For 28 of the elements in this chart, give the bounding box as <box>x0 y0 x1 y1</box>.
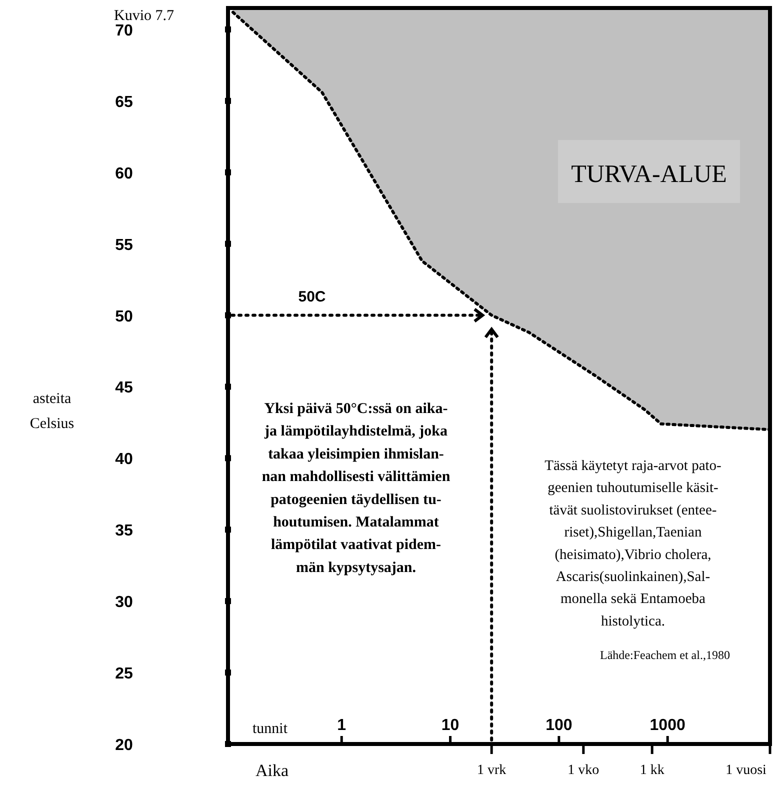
y-tick-label: 25 <box>115 666 133 683</box>
text: 1 vko <box>568 763 600 778</box>
y-tick-label: 35 <box>115 522 133 540</box>
ref-line-label: 50C <box>298 288 326 306</box>
annotation: Tässä käytetyt raja-arvot pato- geenien tuhoutumiselle käsit- tävät suolistovirukset (entee- riset),Shigellan,Taenian (heisimato),Vibrio cholera, Ascaris(suolinkainen),Sal- monella sekä Entamoeba histolytica. <box>544 458 722 630</box>
y-tick-label: 70 <box>115 22 133 40</box>
y-tick-label: 20 <box>115 737 133 754</box>
text: 1 vuosi <box>726 763 767 778</box>
x-tick-label: 1 <box>337 717 346 734</box>
y-tick-label: 55 <box>115 236 133 254</box>
x-axis-title: Aika <box>255 761 289 780</box>
x-tick-label: 1000 <box>650 717 686 734</box>
text: 1 vrk <box>477 763 506 778</box>
annotation: TURVA-ALUE <box>571 161 727 188</box>
y-axis-title: asteita Celsius <box>30 391 74 432</box>
y-tick-label: 30 <box>115 594 133 612</box>
annotation: Yksi päivä 50°C:ssä on aika- ja lämpötilayhdistelmä, joka takaa yleisimpien ihmislan- nan mahdollisesti välittämien patogeenien täydellisen tu- houtumisen. Matalammat lämpötilat vaativat pidem- män kypsytysajan. <box>262 401 451 576</box>
y-tick-label: 65 <box>115 94 133 111</box>
annotation: tunnit <box>252 721 288 737</box>
annotation: Lähde:Feachem et al.,1980 <box>600 648 730 662</box>
x-tick-label: 100 <box>546 717 572 734</box>
text: 1 kk <box>640 763 664 778</box>
y-tick-label: 40 <box>115 451 133 468</box>
x-tick-label: 10 <box>441 717 460 734</box>
y-tick-label: 45 <box>115 380 133 397</box>
y-tick-label: 60 <box>115 165 133 182</box>
chart-title: Kuvio 7.7 <box>114 8 174 24</box>
y-tick-label: 50 <box>115 308 133 326</box>
